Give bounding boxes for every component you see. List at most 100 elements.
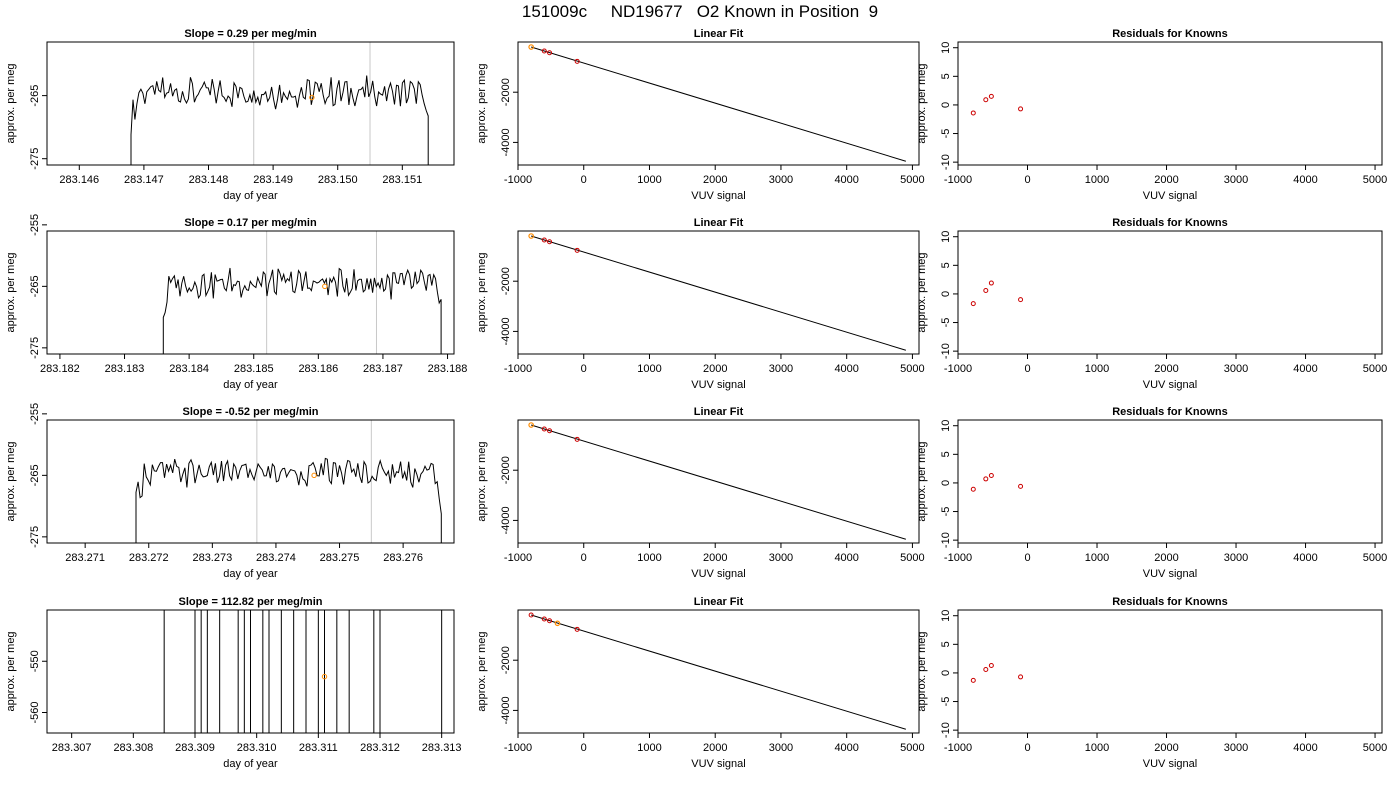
panel-3: Residuals for Knowns -1000 0 1000 2000 3000 40…	[916, 28, 1387, 202]
y-axis-label: approx. per meg	[5, 252, 17, 332]
y-axis-label: approx. per meg	[916, 441, 928, 521]
x-tick-label: 1000	[1085, 552, 1109, 564]
x-tick-label: 3000	[769, 363, 793, 375]
x-tick-label: 0	[581, 742, 587, 754]
data-point	[983, 666, 989, 672]
panel-title: Slope = -0.52 per meg/min	[182, 406, 318, 418]
x-tick-label: 0	[581, 363, 587, 375]
panel-title: Slope = 0.29 per meg/min	[184, 28, 317, 40]
data-point	[970, 110, 976, 116]
panel-title: Linear Fit	[694, 596, 744, 608]
data-point	[541, 426, 547, 432]
y-tick-label: -275	[29, 526, 41, 548]
x-tick-label: 283.185	[234, 363, 274, 375]
x-tick-label: 283.186	[298, 363, 338, 375]
x-tick-label: 5000	[1363, 742, 1387, 754]
data-point	[528, 612, 534, 618]
x-tick-label: -1000	[504, 742, 532, 754]
data-point	[574, 247, 580, 253]
y-tick-label: 10	[940, 42, 952, 54]
x-tick-label: 2000	[703, 552, 727, 564]
y-tick-label: -2000	[500, 646, 512, 674]
x-tick-label: 283.307	[52, 742, 92, 754]
x-tick-label: 283.309	[175, 742, 215, 754]
x-tick-label: 2000	[703, 363, 727, 375]
y-axis-label: approx. per meg	[5, 63, 17, 143]
x-tick-label: 283.311	[299, 742, 338, 754]
panel-title: Residuals for Knowns	[1112, 406, 1228, 418]
plot-frame	[957, 230, 1383, 355]
x-tick-label: 5000	[900, 174, 924, 186]
panel-title: Slope = 112.82 per meg/min	[179, 596, 323, 608]
fit-line	[531, 424, 906, 540]
data-point	[547, 239, 553, 245]
data-point	[547, 428, 553, 434]
plot-frame	[957, 609, 1383, 734]
x-axis-label: day of year	[223, 568, 278, 580]
y-tick-label: 10	[940, 420, 952, 432]
x-tick-label: 0	[1024, 552, 1030, 564]
data-point	[988, 280, 994, 286]
x-tick-label: 283.313	[422, 742, 462, 754]
x-tick-label: 2000	[1154, 552, 1178, 564]
y-tick-label: -560	[29, 701, 41, 723]
plot-area	[528, 422, 906, 540]
y-axis-label: approx. per meg	[916, 252, 928, 332]
signal-trace	[135, 457, 442, 543]
x-tick-label: 2000	[1154, 363, 1178, 375]
data-point	[983, 97, 989, 103]
x-axis-label: day of year	[223, 758, 278, 770]
x-tick-label: 2000	[703, 742, 727, 754]
x-tick-label: 5000	[1363, 363, 1387, 375]
x-tick-label: -1000	[944, 552, 972, 564]
panel-6: Residuals for Knowns -1000 0 1000 2000 3000 40…	[916, 217, 1387, 391]
x-tick-label: 0	[581, 552, 587, 564]
x-axis-label: VUV signal	[1143, 190, 1197, 202]
panel-title: Linear Fit	[694, 217, 744, 229]
plot-frame	[517, 41, 920, 166]
y-axis-label: approx. per meg	[916, 63, 928, 143]
data-point	[970, 677, 976, 683]
x-tick-label: 283.310	[237, 742, 277, 754]
x-tick-label: 283.150	[318, 174, 358, 186]
data-point	[547, 618, 553, 624]
plot-area	[528, 233, 906, 351]
known-marker	[321, 673, 328, 680]
x-tick-label: 283.148	[189, 174, 229, 186]
x-tick-label: 3000	[769, 742, 793, 754]
x-tick-label: 2000	[703, 174, 727, 186]
y-tick-label: -550	[29, 650, 41, 672]
known-point	[528, 44, 534, 50]
plot-area	[162, 231, 442, 354]
panel-title: Linear Fit	[694, 28, 744, 40]
plot-area	[970, 280, 1024, 307]
y-tick-label: -10	[940, 154, 952, 170]
signal-trace	[130, 75, 429, 165]
y-tick-label: -5	[940, 697, 952, 707]
y-tick-label: -4000	[500, 128, 512, 156]
x-tick-label: 4000	[1293, 552, 1317, 564]
x-tick-label: 0	[581, 174, 587, 186]
x-tick-label: 283.308	[113, 742, 153, 754]
plot-frame	[517, 419, 920, 544]
x-tick-label: 3000	[1224, 742, 1248, 754]
y-tick-label: 10	[940, 610, 952, 622]
x-axis-label: VUV signal	[691, 758, 745, 770]
x-tick-label: 3000	[1224, 174, 1248, 186]
y-tick-label: 0	[940, 102, 952, 108]
panel-8: Linear Fit -1000 0 1000 2000 3000 4000 5000 -200…	[476, 406, 925, 580]
y-tick-label: 5	[940, 641, 952, 647]
x-tick-label: 3000	[1224, 363, 1248, 375]
x-tick-label: 283.149	[253, 174, 293, 186]
x-tick-label: 1000	[1085, 363, 1109, 375]
x-tick-label: 283.187	[363, 363, 403, 375]
plot-area	[130, 42, 429, 165]
panel-7: Slope = -0.52 per meg/min 283.271 283.272 2…	[5, 403, 455, 580]
panel-title: Residuals for Knowns	[1112, 217, 1228, 229]
x-tick-label: -1000	[504, 552, 532, 564]
x-tick-label: 2000	[1154, 174, 1178, 186]
x-tick-label: 1000	[637, 174, 661, 186]
y-tick-label: 10	[940, 231, 952, 243]
y-axis-label: approx. per meg	[476, 441, 488, 521]
data-point	[1018, 483, 1024, 489]
